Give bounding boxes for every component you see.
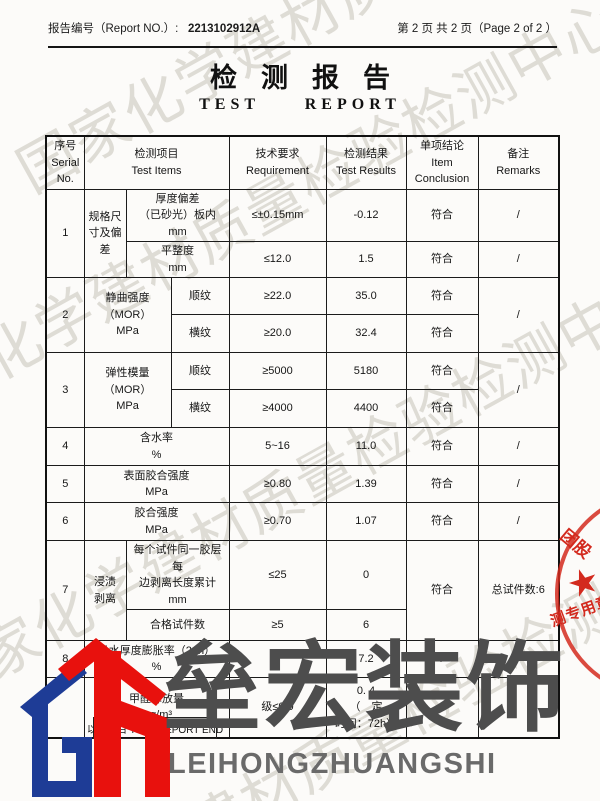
col-items: 检测项目 Test Items bbox=[83, 135, 230, 190]
cell-serial: 1 bbox=[45, 188, 85, 278]
cell-item: 每个试件同一胶层每 边剥离长度累计 mm bbox=[125, 540, 230, 610]
cell-result: 7.2 bbox=[325, 640, 407, 678]
cell-serial: 3 bbox=[45, 352, 85, 428]
cell-conclusion: 符合 bbox=[405, 427, 479, 466]
table-row: 6 胶合强度 MPa ≥0.70 1.07 符合 / bbox=[45, 502, 560, 541]
cell-remark: / bbox=[477, 241, 560, 278]
cell-result: 5180 bbox=[325, 352, 407, 390]
cell-requirement: ≤±0.15mm bbox=[228, 188, 327, 242]
col-results: 检测结果 Test Results bbox=[325, 135, 407, 190]
cell-subitem: 横纹 bbox=[170, 389, 230, 428]
cell-item: 胶合强度 MPa bbox=[83, 502, 230, 541]
cell-conclusion bbox=[405, 677, 479, 738]
col-requirement: 技术要求 Requirement bbox=[228, 135, 327, 190]
cell-serial: 7 bbox=[45, 540, 85, 641]
col-remarks: 备注 Remarks bbox=[477, 135, 560, 190]
cell-result: 11.0 bbox=[325, 427, 407, 466]
cell-result: 1.5 bbox=[325, 241, 407, 278]
cell-requirement: ≥20.0 bbox=[228, 314, 327, 353]
cell-remark bbox=[477, 677, 560, 738]
cell-remark: 总试件数:6 bbox=[477, 540, 560, 641]
cell-conclusion: 符合 bbox=[405, 241, 479, 278]
table-row: 合格试件数 ≥5 6 bbox=[46, 609, 559, 641]
table-header-row: 序号 Serial No. 检测项目 Test Items 技术要求 Requi… bbox=[45, 135, 560, 190]
cell-requirement: 5~16 bbox=[228, 427, 327, 466]
cell-conclusion: 符合 bbox=[405, 188, 479, 242]
cell-requirement: ≥22.0 bbox=[228, 277, 327, 315]
table-row: 3 弹性模量（MOR） MPa 顺纹 ≥5000 5180 符合 / bbox=[45, 352, 560, 428]
cell-requirement: ≥4000 bbox=[228, 389, 327, 428]
cell-item: 静曲强度（MOR） MPa bbox=[83, 277, 172, 353]
cell-item: 弹性模量（MOR） MPa bbox=[83, 352, 172, 428]
cell-remark: / bbox=[477, 502, 560, 541]
cell-result: 1.39 bbox=[325, 465, 407, 503]
report-number-label: 报告编号（Report NO.）: bbox=[48, 23, 179, 35]
title-block: 检测报告 TEST REPORT bbox=[0, 56, 600, 114]
cell-requirement: ≥5000 bbox=[228, 352, 327, 390]
table-row: 1 规格尺 寸及偏 差 厚度偏差 （已砂光）板内 mm ≤±0.15mm -0.… bbox=[45, 188, 560, 278]
report-header: 报告编号（Report NO.）: 2213102912A 第 2 页 共 2 … bbox=[48, 20, 557, 36]
cell-serial: 2 bbox=[45, 277, 85, 353]
cell-result: 0. 4 （ 定 时间：72h） bbox=[325, 677, 407, 738]
cell-result: 4400 bbox=[325, 389, 407, 428]
report-number-value: 2213102912A bbox=[187, 23, 261, 35]
cell-conclusion: / bbox=[405, 640, 479, 678]
cell-item: 表面胶合强度 MPa bbox=[83, 465, 230, 503]
cell-group: 规格尺 寸及偏 差 bbox=[83, 188, 127, 278]
cell-requirement: ≤25 bbox=[228, 540, 327, 610]
cell-result: 35.0 bbox=[325, 277, 407, 315]
cell-serial: 5 bbox=[45, 465, 85, 503]
brand-name-cn: 垒宏装饰 bbox=[163, 633, 568, 743]
cell-result: -0.12 bbox=[325, 188, 407, 242]
cell-conclusion: 符合 bbox=[405, 389, 479, 428]
cell-subitem: 横纹 bbox=[170, 314, 230, 353]
cell-requirement: 级≤0.0 bbox=[228, 677, 327, 738]
cell-result: 0 bbox=[325, 540, 407, 610]
cell-item: 平整度 mm bbox=[125, 241, 230, 278]
page-title-en: TEST REPORT bbox=[199, 96, 401, 113]
cell-result: 32.4 bbox=[325, 314, 407, 353]
cell-requirement: ≥0.70 bbox=[228, 502, 327, 541]
cell-subitem: 顺纹 bbox=[170, 352, 230, 390]
col-conclusion: 单项结论 Item Conclusion bbox=[405, 135, 479, 190]
cell-serial: 4 bbox=[45, 427, 85, 466]
cell-conclusion: 符合 bbox=[405, 314, 479, 353]
cell-requirement: ≥0.80 bbox=[228, 465, 327, 503]
cell-conclusion: 符合 bbox=[405, 502, 479, 541]
cell-remark: / bbox=[477, 188, 560, 242]
gh-logo-icon bbox=[20, 638, 170, 797]
cell-serial: 6 bbox=[45, 502, 85, 541]
report-number: 报告编号（Report NO.）: 2213102912A bbox=[48, 20, 260, 36]
cell-subitem: 顺纹 bbox=[170, 277, 230, 315]
table-row: 7 浸渍 剥离 每个试件同一胶层每 边剥离长度累计 mm ≤25 0 符合 总试… bbox=[45, 540, 560, 641]
results-table: 序号 Serial No. 检测项目 Test Items 技术要求 Requi… bbox=[45, 135, 560, 739]
table-row: 2 静曲强度（MOR） MPa 顺纹 ≥22.0 35.0 符合 / bbox=[45, 277, 560, 353]
cell-conclusion: 符合 bbox=[405, 540, 479, 641]
cell-group: 浸渍 剥离 bbox=[83, 540, 127, 641]
page-info: 第 2 页 共 2 页（Page 2 of 2 ） bbox=[397, 23, 557, 35]
cell-item: 合格试件数 bbox=[125, 609, 230, 641]
page-title: 检测报告 bbox=[210, 63, 414, 93]
table-row: 横纹 ≥20.0 32.4 符合 bbox=[46, 314, 559, 353]
cell-conclusion: 符合 bbox=[405, 277, 479, 315]
table-row: 5 表面胶合强度 MPa ≥0.80 1.39 符合 / bbox=[45, 465, 560, 503]
cell-remark: / bbox=[477, 352, 560, 428]
cell-remark: / bbox=[477, 465, 560, 503]
cell-remark: / bbox=[477, 277, 560, 353]
cell-item: 厚度偏差 （已砂光）板内 mm bbox=[125, 188, 230, 242]
table-row: 4 含水率 % 5~16 11.0 符合 / bbox=[45, 427, 560, 466]
col-serial: 序号 Serial No. bbox=[45, 135, 85, 190]
header-rule bbox=[48, 46, 557, 48]
cell-conclusion: 符合 bbox=[405, 465, 479, 503]
cell-result: 1.07 bbox=[325, 502, 407, 541]
cell-conclusion: 符合 bbox=[405, 352, 479, 390]
cell-remark: / bbox=[477, 640, 560, 678]
brand-name-en: LEIHONGZHUANGSHI bbox=[168, 748, 497, 780]
cell-item: 含水率 % bbox=[83, 427, 230, 466]
cell-requirement: ≤12.0 bbox=[228, 241, 327, 278]
cell-remark: / bbox=[477, 427, 560, 466]
